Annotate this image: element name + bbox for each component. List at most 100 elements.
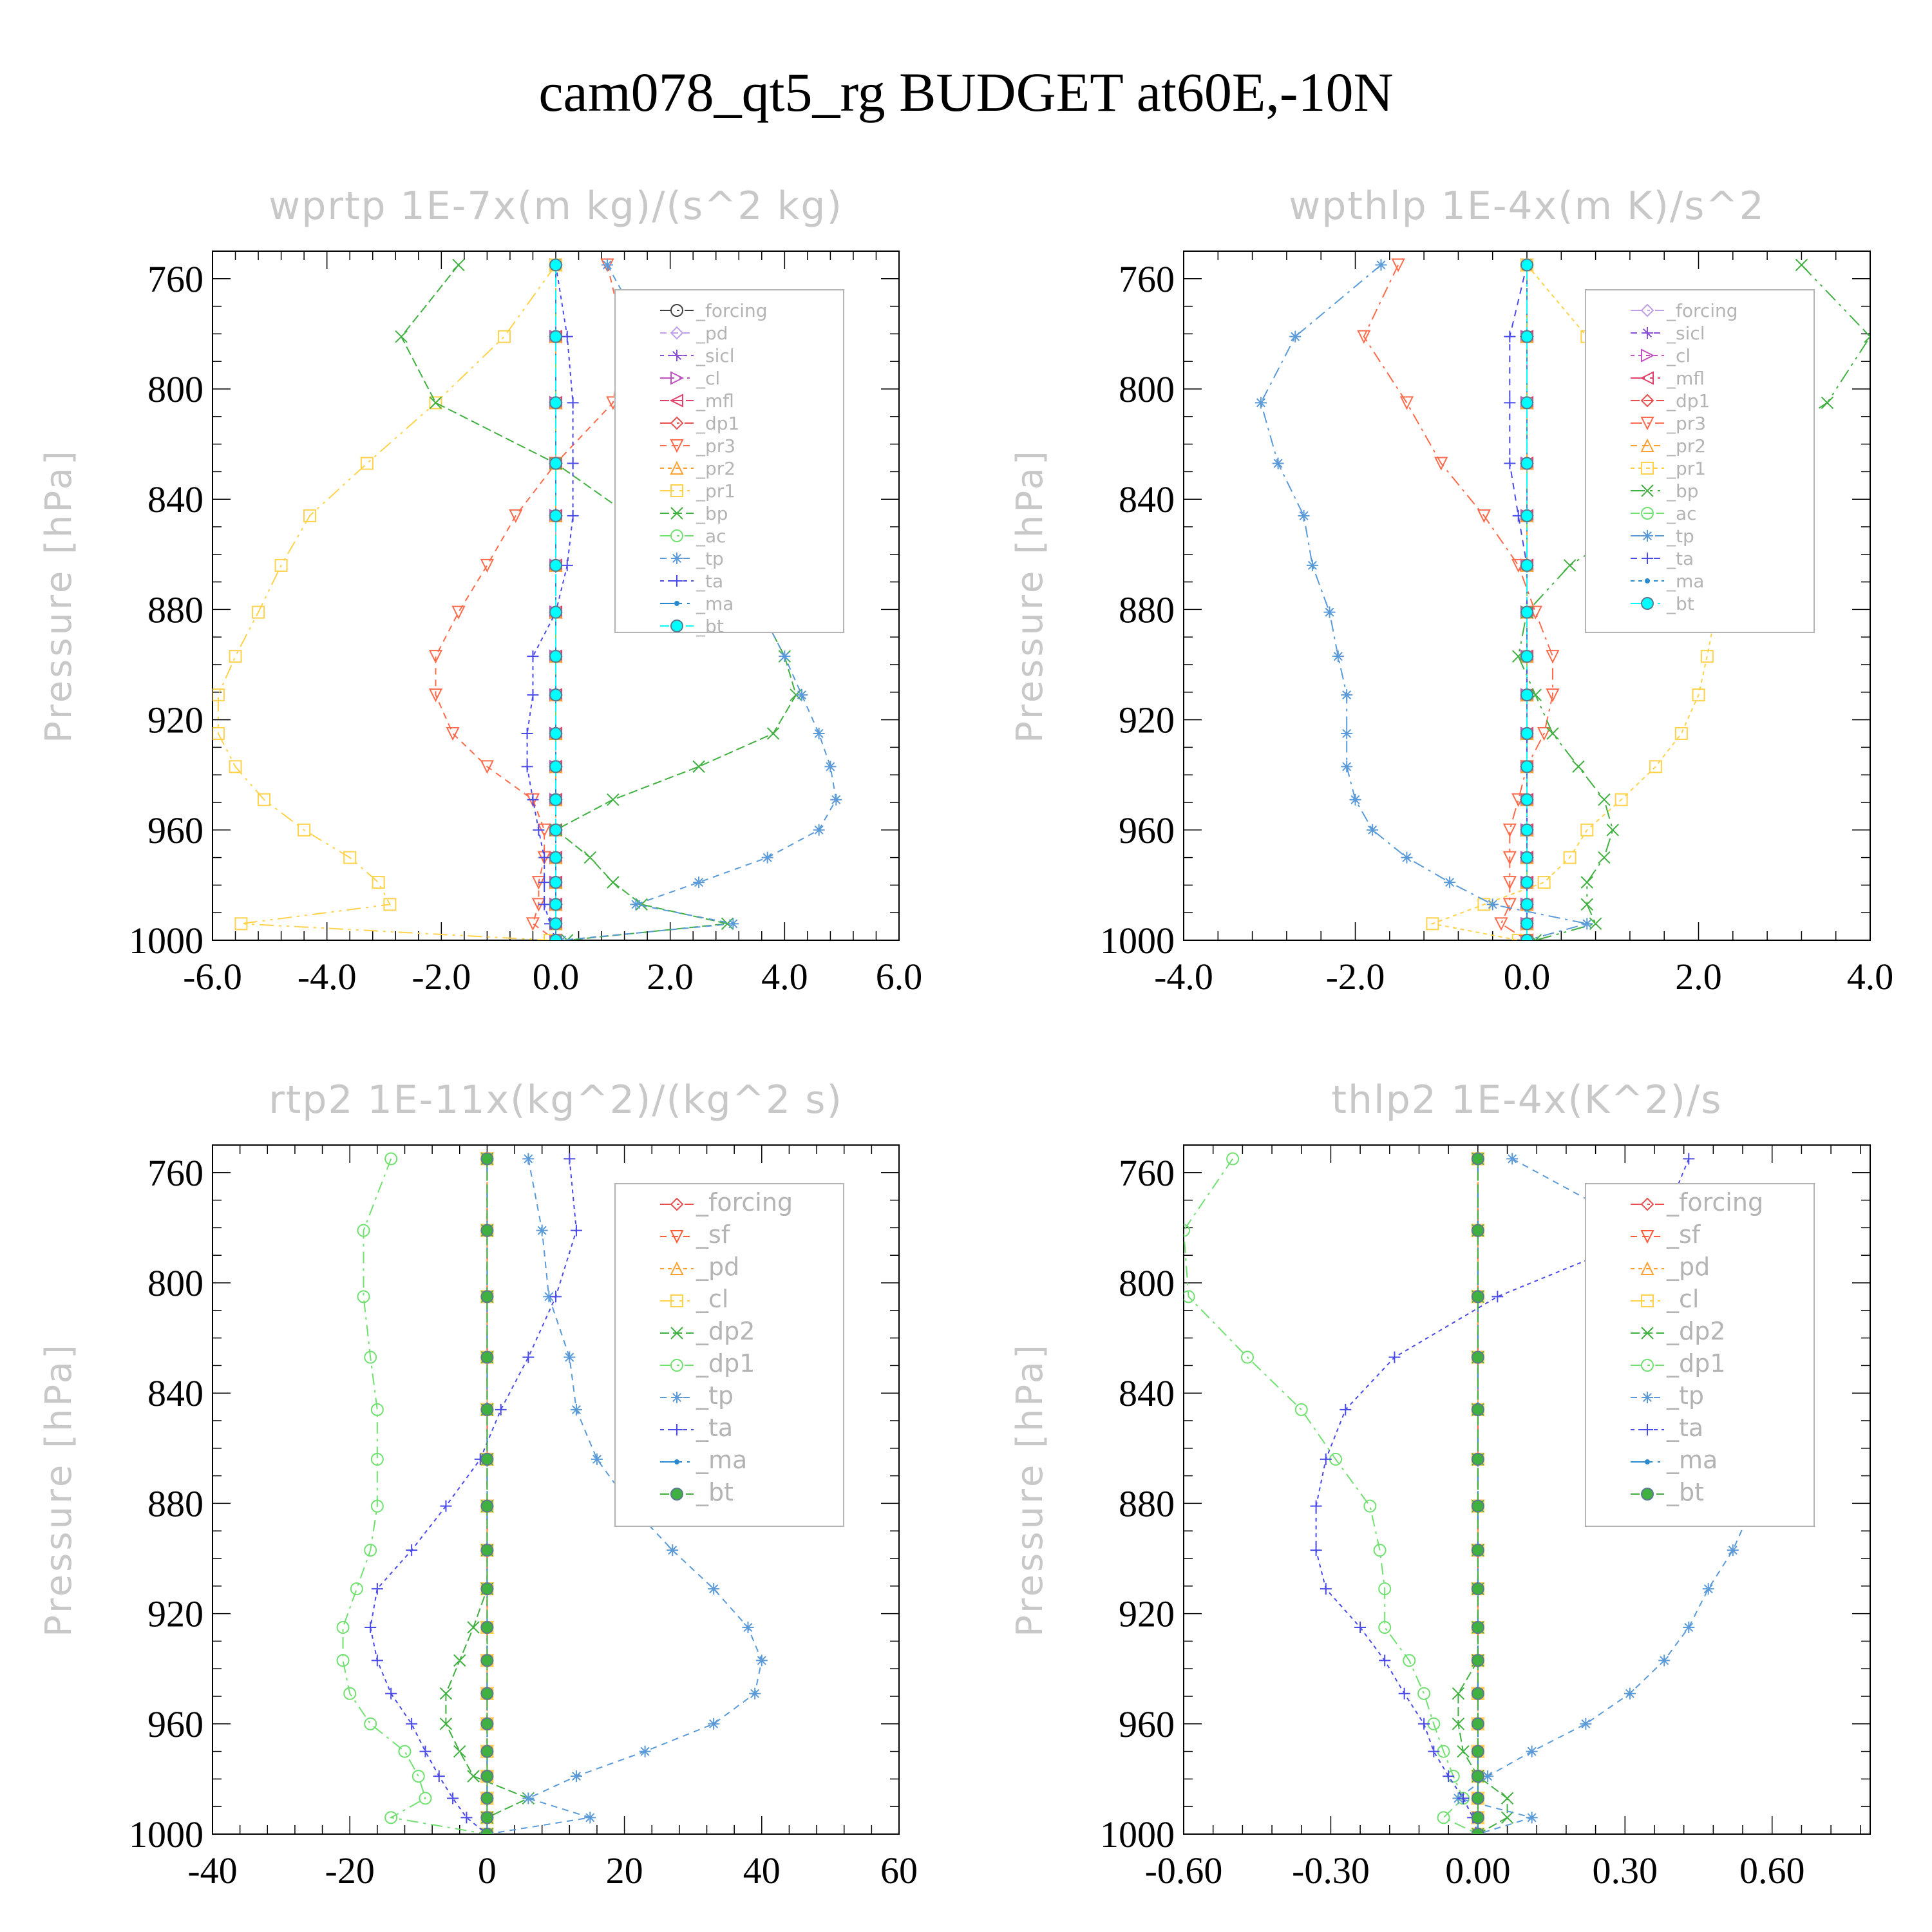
series-point-ta <box>433 1770 445 1783</box>
series-point-bt <box>1471 1290 1484 1303</box>
legend-marker <box>1641 1327 1654 1340</box>
series-point-tp <box>584 1812 596 1824</box>
x-tick-label: -40 <box>187 1850 237 1891</box>
series-point-tp <box>1349 793 1361 806</box>
y-axis-label: Pressure [hPa] <box>38 448 80 743</box>
series-point-pr1 <box>213 688 225 702</box>
series-point-tp <box>543 1291 555 1303</box>
series-point-bp <box>1795 258 1808 272</box>
series-line-dp1 <box>342 1159 488 1834</box>
x-tick-label: 60 <box>880 1850 918 1891</box>
series-point-bp <box>1580 876 1593 889</box>
series-point-tp <box>1526 1812 1538 1824</box>
legend-marker <box>670 460 684 475</box>
x-tick-label: -20 <box>325 1850 375 1891</box>
series-point-ta <box>1492 1291 1504 1303</box>
series-point-pr1 <box>229 650 242 663</box>
legend-marker <box>1645 578 1650 583</box>
series-point-dp1 <box>1294 1403 1308 1416</box>
legend-label: _ac <box>1666 503 1697 524</box>
series-point-dp2 <box>1501 1811 1514 1824</box>
series-point-bt <box>480 1403 494 1416</box>
series-point-tp <box>761 851 773 864</box>
series-point-ta <box>561 330 573 343</box>
series-point-bt <box>480 1499 494 1513</box>
series-point-tp <box>564 1351 576 1363</box>
series-point-bt <box>1471 1403 1484 1416</box>
legend-label: _pr1 <box>696 480 735 502</box>
series-point-dp1 <box>370 1499 384 1513</box>
legend-label: _bt <box>696 616 724 637</box>
series-point-dp1 <box>1240 1350 1254 1364</box>
series-point-pr3 <box>1502 823 1517 838</box>
series-point-tp <box>1341 689 1353 701</box>
series-point-pr1 <box>252 605 265 619</box>
y-tick-label: 1000 <box>1100 920 1175 961</box>
series-point-bp <box>1546 727 1559 740</box>
series-point-bt <box>1471 1654 1484 1667</box>
series-point-ta <box>1320 1453 1332 1465</box>
legend-marker <box>1641 597 1654 610</box>
series-point-pr3 <box>1502 876 1517 890</box>
legend-label: _dp1 <box>1666 1349 1725 1378</box>
y-tick-label: 760 <box>1119 1152 1175 1194</box>
series-point-tp <box>1401 851 1413 864</box>
legend-label: _bt <box>1666 1478 1704 1506</box>
legend-marker <box>669 393 683 408</box>
series-point-bt <box>1471 1811 1484 1824</box>
legend-label: _cl <box>696 1285 728 1313</box>
series-point-pr1 <box>372 876 385 889</box>
legend-label: _ma <box>1666 1446 1718 1474</box>
legend-marker <box>671 1392 683 1403</box>
series-line-dp2 <box>1457 1159 1508 1834</box>
x-tick-label: -4.0 <box>298 956 357 998</box>
series-point-bt <box>549 851 562 864</box>
x-tick-label: 0.00 <box>1445 1850 1511 1891</box>
series-point-pr1 <box>229 760 242 773</box>
series-point-pr1 <box>1692 688 1705 702</box>
series-line-dp1 <box>1184 1158 1479 1834</box>
series-point-ta <box>447 1792 459 1804</box>
y-tick-label: 920 <box>147 1593 204 1635</box>
x-tick-label: 40 <box>743 1850 781 1891</box>
legend-marker <box>670 507 683 520</box>
legend-frame <box>1585 1183 1815 1527</box>
series-point-bt <box>1471 1792 1484 1805</box>
series-point-tp <box>536 1224 548 1236</box>
legend-label: _dp1 <box>696 1349 755 1378</box>
legend-label: _dp1 <box>696 413 739 434</box>
series-point-tp <box>1624 1687 1636 1700</box>
legend-marker <box>1641 1294 1654 1307</box>
series-point-bt <box>1471 1828 1484 1834</box>
series-point-tp <box>522 1153 535 1165</box>
series-point-bt <box>480 1770 494 1783</box>
legend-marker <box>671 553 683 564</box>
series-point-ta <box>1354 1622 1367 1633</box>
series-point-ta <box>527 793 539 806</box>
legend-label: _ma <box>696 1446 747 1474</box>
series-point-ta <box>460 1812 473 1824</box>
series-point-tp <box>1658 1654 1671 1667</box>
series-point-bt <box>549 917 562 931</box>
series-point-ta <box>1443 1770 1455 1783</box>
series-point-tp <box>639 1745 651 1757</box>
y-tick-label: 920 <box>147 699 204 741</box>
series-line-pr1 <box>217 264 556 940</box>
y-tick-label: 1000 <box>129 920 204 961</box>
y-tick-label: 800 <box>147 368 204 410</box>
series-point-tp <box>1444 876 1456 889</box>
panel-3: rtp2 1E-11x(kg^2)/(kg^2 s) Pressure [hPa]… <box>38 1077 918 1891</box>
series-line-tp <box>487 1159 762 1834</box>
series-point-bt <box>549 509 562 522</box>
series-point-dp1 <box>384 1152 398 1166</box>
plot-frame <box>212 1144 900 1835</box>
y-tick-label: 840 <box>147 1372 204 1414</box>
series-line-tp <box>1260 264 1587 940</box>
series-point-tp <box>813 728 825 739</box>
legend-marker <box>671 1424 683 1435</box>
legend-label: _pd <box>1666 1253 1710 1281</box>
series-point-pr3 <box>526 917 540 931</box>
series-point-ta <box>406 1718 418 1730</box>
legend-marker <box>1640 371 1654 385</box>
legend-label: _mfl <box>696 390 734 412</box>
